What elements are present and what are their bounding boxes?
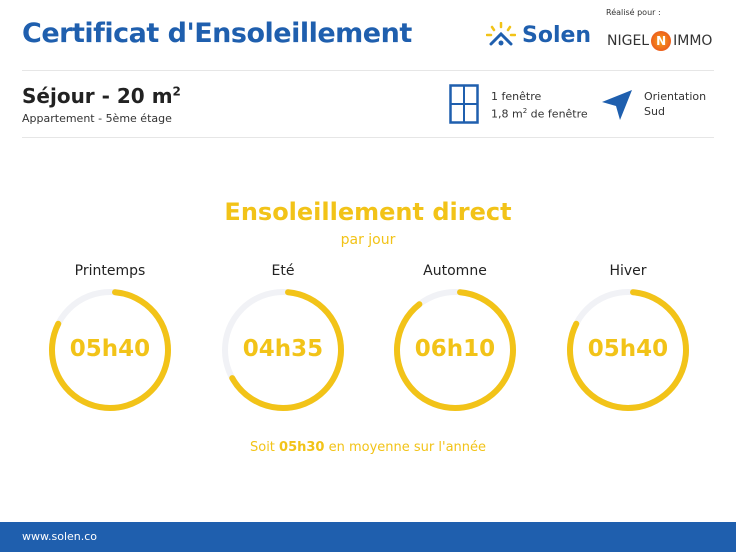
footer-url[interactable]: www.solen.co (22, 530, 98, 543)
divider (22, 70, 714, 71)
section-title: Ensoleillement direct (224, 198, 512, 226)
ring-progress (49, 289, 171, 411)
sunshine-progress-ring (49, 289, 171, 411)
client-logo: NIGEL N IMMO (607, 31, 713, 51)
season-value: 05h40 (69, 336, 151, 362)
solen-logo: Solen (486, 22, 591, 48)
navigation-arrow-icon (602, 90, 632, 120)
window-info: 1 fenêtre 1,8 m2 de fenêtre (491, 90, 588, 121)
brand-name: Solen (522, 22, 592, 48)
realise-pour-label: Réalisé pour : (606, 8, 661, 17)
season-value: 04h35 (242, 336, 324, 362)
page-title: Certificat d'Ensoleillement (22, 18, 412, 49)
sunshine-progress-ring (394, 289, 516, 411)
season-label: Hiver (609, 263, 647, 279)
ring-progress (222, 289, 344, 411)
ring-progress (567, 289, 689, 411)
average-text: Soit 05h30 en moyenne sur l'année (249, 440, 487, 455)
ring-progress (394, 289, 516, 411)
season-value: 06h10 (414, 336, 496, 362)
room-title: Séjour - 20 m2 (22, 84, 181, 108)
room-subtitle: Appartement - 5ème étage (22, 112, 172, 125)
season-label: Automne (423, 263, 487, 279)
season-value: 05h40 (587, 336, 669, 362)
sunshine-progress-ring (567, 289, 689, 411)
orientation-info: Orientation Sud (644, 90, 707, 118)
sunshine-progress-ring (222, 289, 344, 411)
section-subtitle: par jour (340, 232, 396, 248)
sun-house-icon (486, 22, 516, 46)
divider (22, 137, 714, 138)
season-label: Printemps (74, 263, 146, 279)
season-label: Eté (271, 263, 295, 279)
footer: www.solen.co (0, 522, 736, 552)
window-icon (449, 84, 479, 124)
